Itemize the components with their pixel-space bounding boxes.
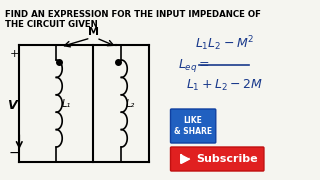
Text: +: + <box>10 49 19 59</box>
Text: $L_{eq}=$: $L_{eq}=$ <box>178 57 210 73</box>
Text: L₁: L₁ <box>62 98 71 109</box>
Text: Subscribe: Subscribe <box>196 154 258 164</box>
Text: FIND AN EXPRESSION FOR THE INPUT IMPEDANCE OF: FIND AN EXPRESSION FOR THE INPUT IMPEDAN… <box>5 10 261 19</box>
FancyBboxPatch shape <box>171 147 264 171</box>
FancyBboxPatch shape <box>171 109 216 143</box>
Text: L₂: L₂ <box>126 98 135 109</box>
Text: −: − <box>9 146 20 160</box>
Text: $L_1 + L_2 - 2M$: $L_1 + L_2 - 2M$ <box>186 78 263 93</box>
Text: THE CIRCUIT GIVEN: THE CIRCUIT GIVEN <box>5 20 98 29</box>
Text: M: M <box>88 27 99 37</box>
Polygon shape <box>181 155 189 163</box>
Text: V: V <box>7 99 16 112</box>
Text: $L_1 L_2 - M^2$: $L_1 L_2 - M^2$ <box>195 34 254 53</box>
Text: LIKE
& SHARE: LIKE & SHARE <box>173 116 212 136</box>
